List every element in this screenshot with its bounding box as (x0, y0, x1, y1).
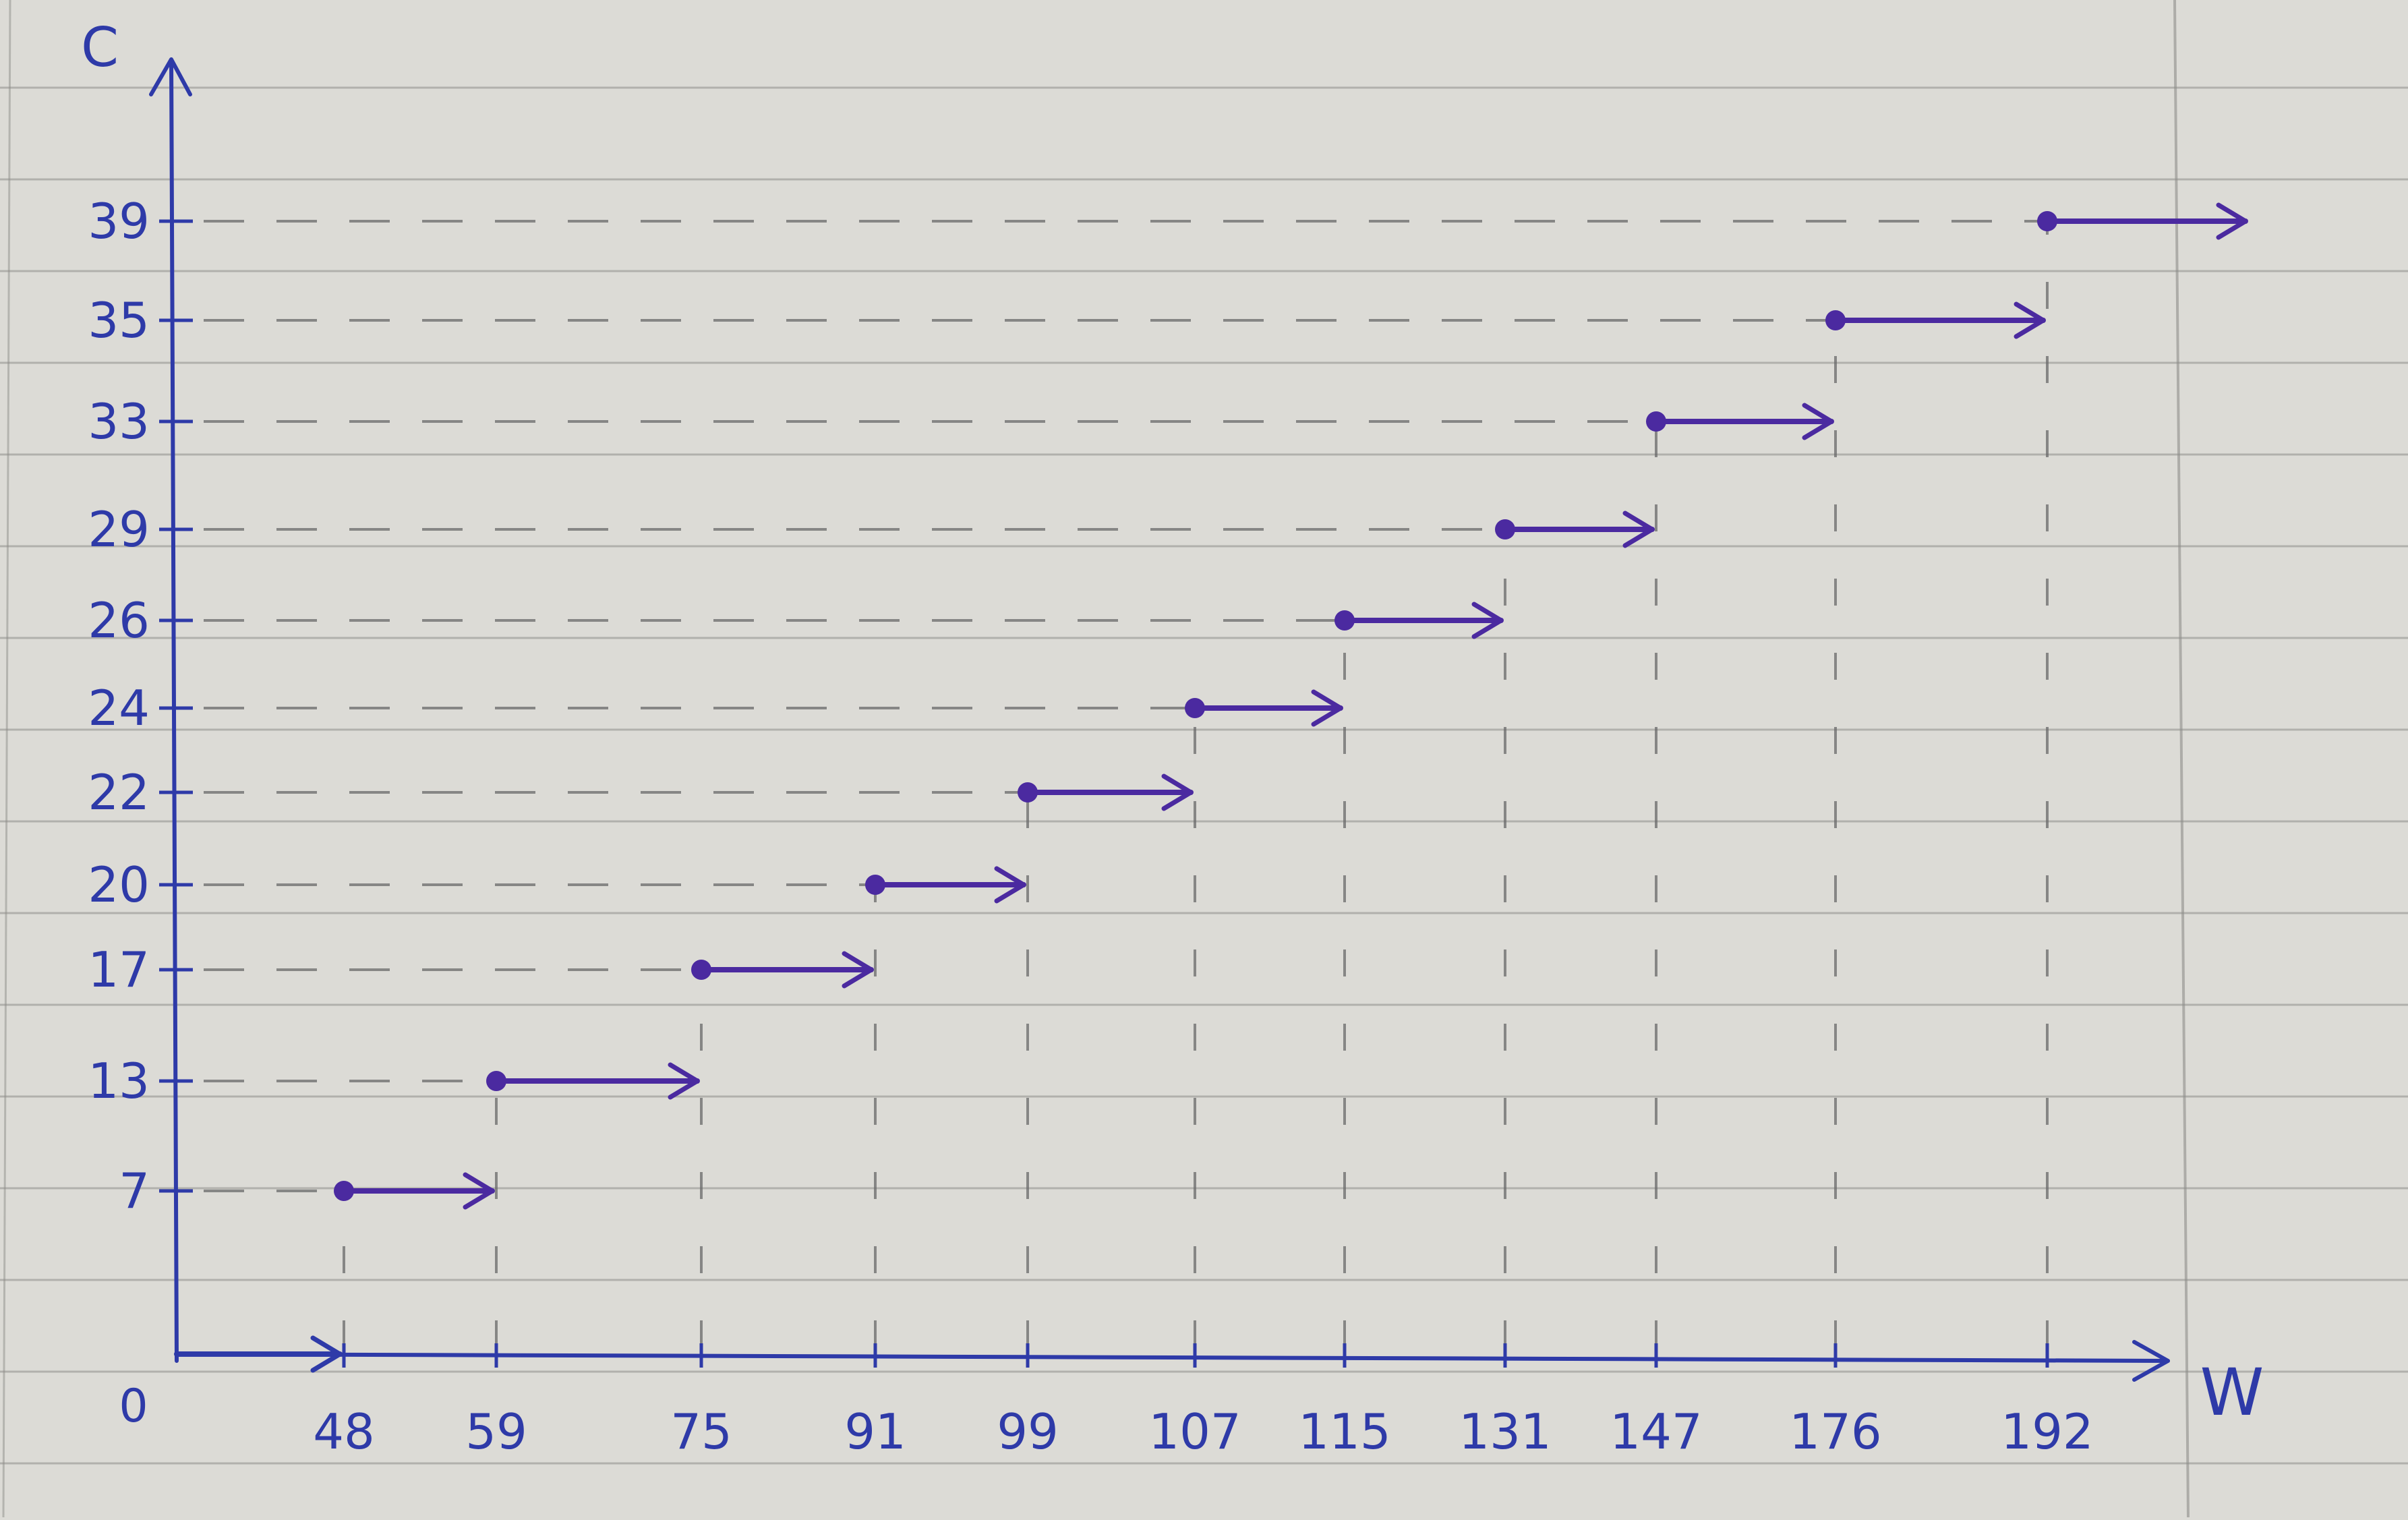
step-start-point (334, 1181, 354, 1201)
x-tick-label: 192 (2001, 1403, 2093, 1460)
step-arrowhead (463, 1172, 495, 1210)
y-tick-label: 35 (88, 292, 150, 349)
x-tick-label: 131 (1459, 1403, 1551, 1460)
axes (149, 57, 2170, 1382)
x-tick-label: 176 (1789, 1403, 1881, 1460)
y-tick-label: 24 (88, 680, 150, 736)
x-tick-label: 107 (1148, 1403, 1241, 1460)
y-axis-line (169, 59, 179, 1363)
step-start-point (1495, 519, 1515, 539)
step-start-point (1334, 610, 1355, 631)
step-arrowhead (1802, 403, 1834, 440)
step-start-point (1018, 782, 1038, 802)
y-tick-label: 22 (88, 764, 150, 821)
step-arrowhead (1311, 689, 1343, 727)
y-tick-label: 29 (88, 501, 150, 558)
step-start-point (2037, 211, 2057, 231)
y-axis-arrowhead (149, 57, 192, 96)
labels: C W 0 48 59 75 91 99 107 115 131 147 176 192 7 13 17 2… (81, 16, 2264, 1460)
y-tick-label: 17 (88, 941, 150, 998)
step-arrowhead (2216, 202, 2248, 240)
x-tick-label: 115 (1298, 1403, 1390, 1460)
step-arrowhead (2014, 301, 2046, 339)
x-tick-label: 75 (670, 1403, 732, 1460)
step-start-point (486, 1071, 506, 1091)
step-arrowhead (1471, 602, 1504, 639)
y-axis-label: C (81, 16, 119, 79)
x-tick-label: 91 (844, 1403, 906, 1460)
y-tick-label: 20 (88, 856, 150, 913)
step-start-point (1646, 411, 1666, 432)
y-tick-label: 13 (88, 1053, 150, 1109)
y-tick-label: 33 (88, 393, 150, 450)
step-arrowhead (310, 1335, 343, 1373)
step-start-point (865, 875, 885, 895)
step-arrowhead (1622, 510, 1655, 548)
step-start-point (1185, 698, 1205, 718)
x-tick-label: 99 (997, 1403, 1059, 1460)
step-start-point (691, 960, 711, 980)
x-axis-arrowhead (2132, 1340, 2170, 1382)
guide-lines (204, 220, 2049, 1347)
x-axis-label: W (2200, 1355, 2264, 1430)
y-tick-label: 26 (88, 592, 150, 649)
origin-label: 0 (119, 1380, 148, 1433)
x-tick-label: 59 (465, 1403, 527, 1460)
step-start-point (1825, 310, 1846, 330)
step-arrowhead (1161, 773, 1194, 811)
step-segments (174, 202, 2248, 1373)
step-arrowhead (842, 951, 874, 989)
x-tick-label: 147 (1610, 1403, 1702, 1460)
y-tick-label: 39 (88, 193, 150, 250)
x-tick-label: 48 (313, 1403, 375, 1460)
margin-line (2173, 0, 2190, 1518)
step-arrowhead (668, 1062, 700, 1100)
y-tick-label: 7 (119, 1163, 150, 1219)
margin-line (2, 0, 11, 1518)
step-arrowhead (994, 866, 1026, 904)
